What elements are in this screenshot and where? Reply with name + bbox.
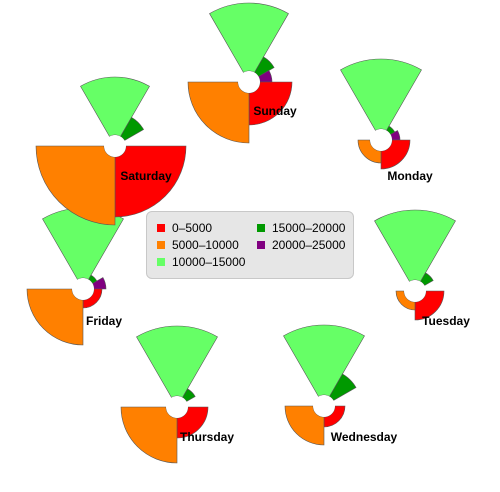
legend-item-0-5000: 0–5000 [157, 221, 212, 235]
wedge-sunday-10000-15000 [209, 2, 289, 73]
legend-label-10000-15000: 10000–15000 [172, 255, 246, 269]
legend-item-15000-20000: 15000–20000 [257, 221, 345, 235]
legend-item-5000-10000: 5000–10000 [157, 238, 239, 252]
rose-center-tuesday [404, 280, 426, 302]
legend-swatch-0-5000 [157, 224, 165, 232]
day-label-saturday: Saturday [120, 169, 172, 183]
legend-swatch-20000-25000 [257, 241, 265, 249]
rose-center-monday [370, 129, 392, 151]
wedge-sunday-5000-10000 [187, 81, 250, 144]
rose-friday: Friday [26, 207, 124, 346]
legend-label-5000-10000: 5000–10000 [172, 238, 239, 252]
wedge-thursday-10000-15000 [136, 325, 218, 398]
wedge-saturday-5000-10000 [35, 145, 116, 226]
day-label-tuesday: Tuesday [422, 314, 470, 328]
rose-wednesday: Wednesday [283, 324, 398, 446]
legend-label-15000-20000: 15000–20000 [272, 221, 346, 235]
rose-tuesday: Tuesday [374, 209, 470, 328]
rose-center-sunday [238, 71, 260, 93]
legend-label-0-5000: 0–5000 [172, 221, 213, 235]
rose-saturday: Saturday [35, 76, 187, 226]
legend: 0–5000 5000–10000 10000–15000 15000–2000… [146, 211, 354, 279]
rose-center-friday [72, 278, 94, 300]
wedge-friday-5000-10000 [26, 288, 84, 346]
legend-swatch-10000-15000 [157, 258, 165, 266]
legend-item-20000-25000: 20000–25000 [257, 238, 345, 252]
legend-item-10000-15000: 10000–15000 [157, 255, 245, 269]
day-label-friday: Friday [86, 314, 122, 328]
rose-center-saturday [104, 135, 126, 157]
legend-swatch-5000-10000 [157, 241, 165, 249]
day-label-sunday: Sunday [253, 104, 297, 118]
rose-center-wednesday [313, 395, 335, 417]
day-label-wednesday: Wednesday [331, 430, 398, 444]
rose-center-thursday [166, 396, 188, 418]
legend-label-20000-25000: 20000–25000 [272, 238, 346, 252]
wedge-tuesday-10000-15000 [374, 209, 456, 282]
day-label-monday: Monday [387, 169, 433, 183]
rose-monday: Monday [340, 58, 433, 183]
rose-sunday: Sunday [187, 2, 297, 144]
wedge-thursday-5000-10000 [120, 406, 178, 464]
wedge-monday-10000-15000 [340, 58, 422, 131]
rose-thursday: Thursday [120, 325, 234, 464]
day-label-thursday: Thursday [180, 430, 234, 444]
legend-swatch-15000-20000 [257, 224, 265, 232]
